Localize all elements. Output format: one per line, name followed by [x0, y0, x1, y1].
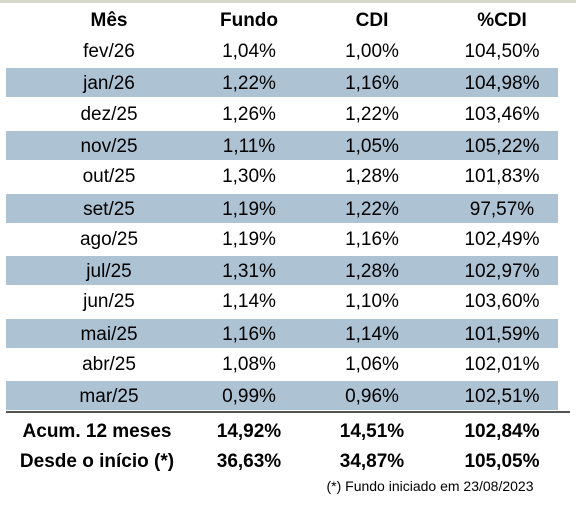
cell-pct-cdi: 101,59%	[464, 324, 540, 345]
summary-label: Acum. 12 meses	[22, 421, 172, 442]
cell-month: jan/26	[83, 73, 135, 94]
cell-pct-cdi: 97,57%	[469, 199, 535, 220]
header-pct-cdi: %CDI	[477, 10, 527, 31]
cell-cdi: 1,22%	[345, 104, 399, 125]
cell-month: dez/25	[80, 104, 138, 125]
cell-pct-cdi: 103,60%	[464, 291, 540, 312]
summary-divider	[6, 411, 570, 413]
cell-cdi: 0,96%	[345, 386, 399, 407]
cell-fund: 0,99%	[222, 386, 276, 407]
cell-fund: 1,19%	[222, 229, 276, 250]
summary-fund: 36,63%	[216, 451, 282, 472]
header-fund: Fundo	[219, 10, 279, 31]
cell-pct-cdi: 104,98%	[464, 73, 540, 94]
cell-cdi: 1,14%	[345, 324, 399, 345]
cell-cdi: 1,28%	[345, 261, 399, 282]
cell-fund: 1,31%	[222, 261, 276, 282]
cell-cdi: 1,16%	[345, 73, 399, 94]
summary-pct-cdi: 105,05%	[464, 451, 540, 472]
header-month: Mês	[90, 10, 128, 31]
cell-fund: 1,30%	[222, 166, 276, 187]
cell-pct-cdi: 101,83%	[464, 166, 540, 187]
cell-fund: 1,14%	[222, 291, 276, 312]
table-row: mar/25 0,99% 0,96% 102,51%	[6, 380, 558, 411]
cell-cdi: 1,28%	[345, 166, 399, 187]
summary-pct-cdi: 102,84%	[464, 421, 540, 442]
cell-fund: 1,16%	[222, 324, 276, 345]
cell-cdi: 1,05%	[345, 136, 399, 157]
table-row: jan/26 1,22% 1,16% 104,98%	[6, 67, 558, 98]
cell-month: out/25	[82, 166, 136, 187]
cell-pct-cdi: 102,01%	[464, 354, 540, 375]
table-row: out/25 1,30% 1,28% 101,83%	[6, 161, 558, 192]
cell-month: jul/25	[86, 261, 132, 282]
table-row: abr/25 1,08% 1,06% 102,01%	[6, 349, 558, 380]
cell-month: mai/25	[80, 324, 138, 345]
cell-month: jun/25	[83, 291, 135, 312]
cell-month: fev/26	[83, 41, 135, 62]
cell-pct-cdi: 104,50%	[464, 41, 540, 62]
summary-label: Desde o início (*)	[19, 451, 175, 472]
footnote: (*) Fundo iniciado em 23/08/2023	[326, 478, 534, 494]
cell-month: ago/25	[79, 229, 139, 250]
cell-month: nov/25	[80, 136, 138, 157]
cell-month: set/25	[83, 199, 135, 220]
cell-fund: 1,04%	[222, 41, 276, 62]
cell-pct-cdi: 105,22%	[464, 136, 540, 157]
cell-cdi: 1,22%	[345, 199, 399, 220]
cell-cdi: 1,00%	[345, 41, 399, 62]
summary-fund: 14,92%	[216, 421, 282, 442]
cell-month: abr/25	[82, 354, 136, 375]
top-rule	[0, 0, 576, 3]
header-cdi: CDI	[355, 10, 389, 31]
cell-cdi: 1,16%	[345, 229, 399, 250]
cell-pct-cdi: 102,49%	[464, 229, 540, 250]
cell-fund: 1,11%	[222, 136, 276, 157]
summary-cdi: 34,87%	[339, 451, 405, 472]
cell-pct-cdi: 102,51%	[464, 386, 540, 407]
cell-pct-cdi: 102,97%	[464, 261, 540, 282]
cell-cdi: 1,10%	[345, 291, 399, 312]
table-row: fev/26 1,04% 1,00% 104,50%	[6, 36, 558, 67]
cell-fund: 1,08%	[222, 354, 276, 375]
cell-fund: 1,26%	[222, 104, 276, 125]
table-row: jul/25 1,31% 1,28% 102,97%	[6, 255, 558, 286]
cell-fund: 1,19%	[222, 199, 276, 220]
table-row: mai/25 1,16% 1,14% 101,59%	[6, 318, 558, 349]
summary-cdi: 14,51%	[339, 421, 405, 442]
table-row: nov/25 1,11% 1,05% 105,22%	[6, 130, 558, 161]
table-row: dez/25 1,26% 1,22% 103,46%	[6, 99, 558, 130]
table-row: jun/25 1,14% 1,10% 103,60%	[6, 286, 558, 317]
cell-fund: 1,22%	[222, 73, 276, 94]
cell-pct-cdi: 103,46%	[464, 104, 540, 125]
cell-month: mar/25	[79, 386, 139, 407]
cell-cdi: 1,06%	[345, 354, 399, 375]
table-row: set/25 1,19% 1,22% 97,57%	[6, 193, 558, 224]
table-row: ago/25 1,19% 1,16% 102,49%	[6, 224, 558, 255]
